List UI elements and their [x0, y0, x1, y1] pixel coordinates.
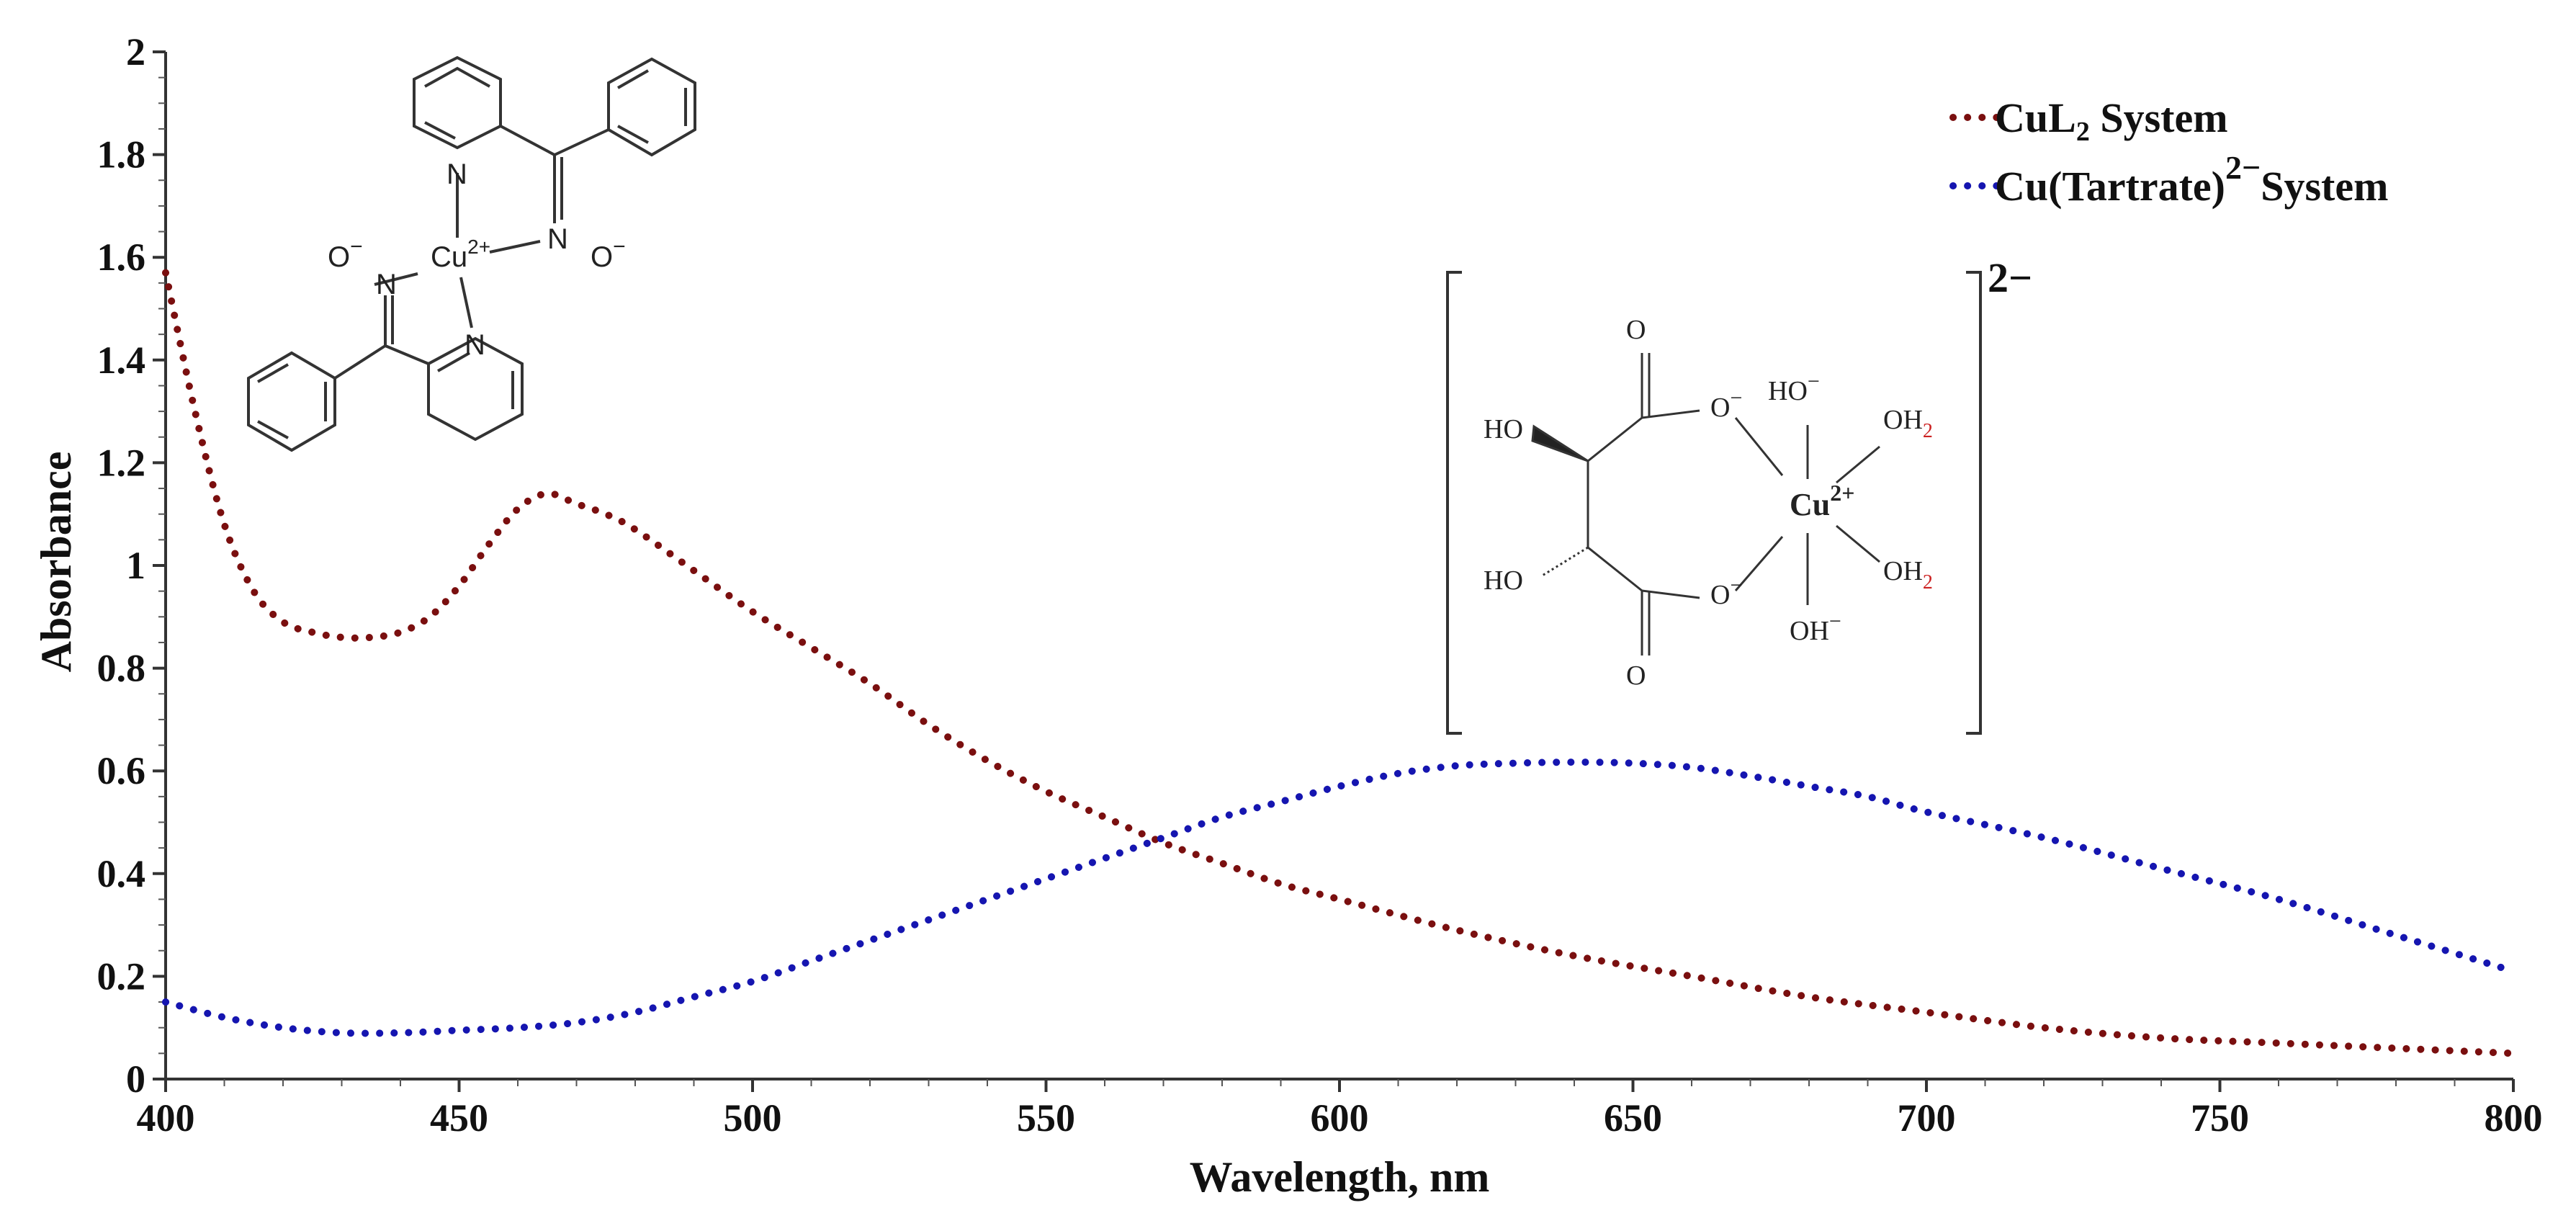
tartrate-ho-top: HO [1484, 414, 1523, 444]
tartrate-complex-labels: HO HO O O O− O− HO− OH− OH2 OH2 Cu2+ 2− [1484, 254, 2032, 691]
series-layer [162, 269, 2517, 1057]
cu-complex-center: Cu2+ [431, 236, 490, 273]
y-tick-label: 0 [126, 1057, 145, 1101]
tartrate-hydroxide-bottom: OH− [1790, 609, 1841, 646]
y-tick-label: 1.6 [97, 236, 146, 279]
x-tick-label: 600 [1311, 1096, 1369, 1140]
tartrate-overall-charge: 2− [1988, 254, 2032, 301]
x-tick-label: 800 [2485, 1096, 2543, 1140]
cu-complex-n-top: N [446, 158, 467, 190]
tartrate-hydroxide-top: HO− [1768, 370, 1820, 406]
axis-ticks: 400 450 500 550 600 650 700 750 800 0 0.2 0.4 0.6 0.8… [97, 30, 2543, 1140]
x-tick-label: 700 [1898, 1096, 1956, 1140]
cu-complex-n-bottom: N [465, 329, 485, 361]
y-tick-label: 0.4 [97, 852, 146, 895]
tartrate-complex-brackets [1446, 271, 1982, 735]
tartrate-carbonyl-o-top: O [1626, 315, 1646, 345]
tartrate-center: Cu2+ [1790, 480, 1854, 522]
y-tick-label: 1.8 [97, 133, 146, 176]
y-tick-label: 1 [126, 544, 145, 587]
cu-complex-n-right: N [547, 223, 568, 255]
y-tick-label: 2 [126, 30, 145, 73]
x-tick-label: 750 [2191, 1096, 2249, 1140]
tartrate-water-top: OH2 [1883, 405, 1933, 442]
y-tick-label: 1.2 [97, 441, 146, 484]
x-tick-label: 650 [1604, 1096, 1662, 1140]
series-line-cul2 [162, 269, 2517, 1057]
y-tick-label: 0.8 [97, 647, 146, 690]
tartrate-ho-bottom: HO [1484, 565, 1523, 596]
tartrate-carboxylate-o-bottom: O− [1710, 573, 1742, 610]
x-axis-title: Wavelength, nm [1190, 1153, 1490, 1201]
tartrate-complex-bonds [1531, 353, 1880, 655]
y-tick-label: 1.4 [97, 339, 146, 382]
cu-complex-o-right: O− [591, 235, 626, 273]
tartrate-carbonyl-o-bottom: O [1626, 661, 1646, 691]
cu-complex-structure-drawing [247, 55, 696, 452]
y-axis-title: Absorbance [32, 452, 80, 673]
cu-complex-n-left: N [376, 269, 397, 300]
cu-complex-o-left: O− [328, 235, 363, 273]
x-tick-label: 550 [1017, 1096, 1075, 1140]
x-tick-label: 500 [724, 1096, 782, 1140]
y-tick-label: 0.6 [97, 749, 146, 792]
legend-label-cul2: CuL2 System [1995, 94, 2228, 147]
tartrate-water-bottom: OH2 [1883, 556, 1933, 594]
y-tick-label: 0.2 [97, 954, 146, 998]
legend-label-cu-tartrate: Cu(Tartrate)2−System [1995, 149, 2388, 210]
series-line-cu-tartrate [162, 759, 2517, 1037]
x-tick-label: 400 [137, 1096, 195, 1140]
tartrate-carboxylate-o-top: O− [1710, 386, 1742, 423]
cu-complex-structure-labels: N N O− Cu2+ O− N N [328, 158, 626, 361]
x-tick-label: 450 [430, 1096, 488, 1140]
legend: CuL2 System Cu(Tartrate)2−System [1949, 94, 2388, 210]
